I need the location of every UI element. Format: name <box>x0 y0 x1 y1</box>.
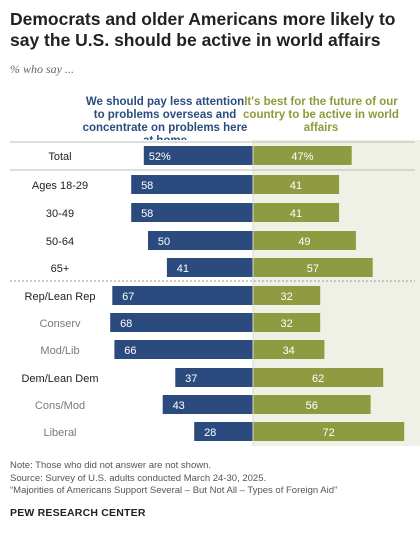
bar-right <box>253 422 405 441</box>
bar-left <box>194 422 253 441</box>
bar-left <box>131 175 253 194</box>
bar-left-label: 58 <box>141 208 153 220</box>
brand-footer: PEW RESEARCH CENTER <box>10 507 146 519</box>
bar-right <box>253 146 352 165</box>
bar-left-label: 52% <box>149 151 171 163</box>
bar-right-label: 34 <box>283 345 295 357</box>
bar-right-label: 56 <box>306 400 318 412</box>
bar-left <box>112 286 253 305</box>
bar-right <box>253 231 356 250</box>
category-label: Dem/Lean Dem <box>21 373 98 385</box>
bar-left-label: 37 <box>185 373 197 385</box>
bar-right <box>253 395 371 414</box>
bar-left <box>114 340 254 359</box>
bar-right-label: 32 <box>280 318 292 330</box>
bar-right-label: 72 <box>322 427 334 439</box>
category-label: Mod/Lib <box>40 345 79 357</box>
bar-left <box>110 313 253 332</box>
category-label: Rep/Lean Rep <box>25 291 96 303</box>
bar-right <box>253 175 340 194</box>
bar-right-label: 49 <box>298 236 310 248</box>
category-label: Cons/Mod <box>35 400 85 412</box>
bar-right <box>253 258 373 277</box>
category-label: Total <box>48 151 71 163</box>
bar-left-label: 41 <box>177 263 189 275</box>
bar-right-label: 32 <box>280 291 292 303</box>
category-label: Liberal <box>43 427 76 439</box>
diverging-bar-chart: Total 52% 47% Ages 18-29 58 41 30-49 58 41 50-64 5… <box>10 140 420 446</box>
category-label: 30-49 <box>46 208 74 220</box>
bar-left-label: 67 <box>122 291 134 303</box>
bar-left <box>131 203 253 222</box>
chart-subtitle: % who say ... <box>10 62 74 76</box>
bar-left-label: 66 <box>124 345 136 357</box>
notes: Note: Those who did not answer are not s… <box>10 460 337 498</box>
bar-right-label: 57 <box>307 263 319 275</box>
bar-right <box>253 368 384 387</box>
legend-right-series: It's best for the future of our country … <box>243 96 399 134</box>
bar-left <box>175 368 253 387</box>
bar-left-label: 68 <box>120 318 132 330</box>
bar-left <box>143 146 253 165</box>
bar-right-label: 62 <box>312 373 324 385</box>
category-label: 65+ <box>51 263 70 275</box>
note-line: Note: Those who did not answer are not s… <box>10 460 212 471</box>
category-label: 50-64 <box>46 236 74 248</box>
bar-right-label: 47% <box>291 151 313 163</box>
chart-title: Democrats and older Americans more likel… <box>10 9 396 50</box>
bar-left <box>166 258 253 277</box>
bar-right <box>253 203 340 222</box>
bar-left-label: 43 <box>173 400 185 412</box>
bar-right <box>253 313 321 332</box>
bar-left-label: 50 <box>158 236 170 248</box>
category-label: Ages 18-29 <box>32 180 88 192</box>
report-title-line: “Majorities of Americans Support Several… <box>10 485 338 496</box>
bar-left-label: 28 <box>204 427 216 439</box>
bar-right-label: 41 <box>290 180 302 192</box>
bar-left-label: 58 <box>141 180 153 192</box>
bar-right <box>253 286 321 305</box>
bar-right <box>253 340 325 359</box>
source-line: Source: Survey of U.S. adults conducted … <box>10 472 267 484</box>
bar-left <box>162 395 253 414</box>
bar-left <box>148 231 253 250</box>
category-label: Conserv <box>40 318 81 330</box>
bar-right-label: 41 <box>290 208 302 220</box>
